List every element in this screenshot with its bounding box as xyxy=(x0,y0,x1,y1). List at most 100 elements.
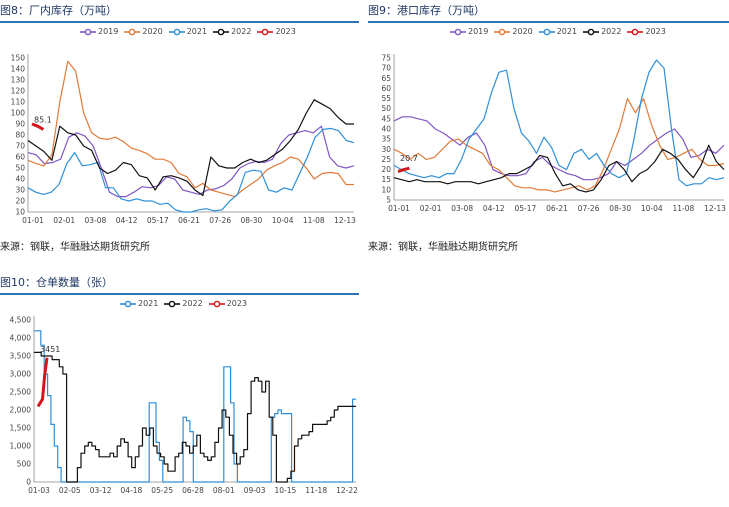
figure-10-chart: 0 500 1,000 1,500 2,000 2,500 3,000 3,500 4,000 4… xyxy=(10,316,359,496)
y-tick-label: 35 xyxy=(381,135,391,144)
series-line-2020 xyxy=(27,60,354,198)
y-tick-label: 20 xyxy=(15,197,25,206)
y-tick-label: 130 xyxy=(11,76,26,85)
figure-8-panel: 图8：厂内库存（万吨） 2019 2020 2021 2022 2023 10 20 30 4… xyxy=(0,0,359,255)
figure-9-title: 图9：港口库存（万吨） xyxy=(368,4,485,17)
figure-9-source: 来源：钢联，华融融达期货研究所 xyxy=(368,242,518,253)
y-tick-label: 60 xyxy=(381,84,391,93)
legend-swatch-2020 xyxy=(124,28,141,35)
series-line-2021 xyxy=(34,330,356,483)
x-tick-label: 12-13 xyxy=(704,204,726,213)
y-tick-label: 500 xyxy=(17,460,32,469)
x-tick-label: 10-15 xyxy=(275,486,297,495)
y-tick-label: 70 xyxy=(15,142,25,151)
series-line-2021 xyxy=(27,127,355,213)
y-tick-label: 15 xyxy=(381,175,391,184)
legend-swatch-2023 xyxy=(257,28,274,35)
legend-item-2021: 2021 xyxy=(168,27,208,36)
y-tick-label: 60 xyxy=(15,153,25,162)
series-line-2022 xyxy=(34,351,356,483)
y-tick-label: 70 xyxy=(381,64,391,73)
x-tick-label: 06-21 xyxy=(546,204,568,213)
legend-label-2020: 2020 xyxy=(512,27,533,36)
legend-label-2021: 2021 xyxy=(186,27,208,36)
legend-label-2021: 2021 xyxy=(138,299,159,308)
y-tick-label: 4,000 xyxy=(10,334,32,343)
x-tick-label: 11-18 xyxy=(305,486,327,495)
series-line-2023 xyxy=(31,122,45,131)
y-tick-label: 90 xyxy=(15,120,25,129)
y-tick-label: 1,500 xyxy=(10,424,32,433)
legend-swatch-2023 xyxy=(627,28,644,35)
legend-item-2023: 2023 xyxy=(208,299,248,308)
legend-swatch-2022 xyxy=(583,28,600,35)
figure-10-title-rule xyxy=(0,293,359,295)
figure-8-source: 来源：钢联，华融融达期货研究所 xyxy=(0,242,150,253)
x-tick-label: 04-12 xyxy=(116,216,138,225)
figure-9-title-rule xyxy=(368,21,729,23)
legend-item-2020: 2020 xyxy=(124,27,163,36)
legend-label-2023: 2023 xyxy=(226,299,248,308)
figure-9-legend: 2019 2020 2021 2022 2023 xyxy=(450,27,666,36)
x-tick-label: 09-03 xyxy=(244,486,266,495)
x-tick-label: 03-08 xyxy=(85,216,107,225)
x-tick-label: 06-21 xyxy=(178,216,200,225)
y-tick-label: 3,500 xyxy=(10,352,32,361)
figure-8-title: 图8：厂内库存（万吨） xyxy=(0,4,117,17)
series-line-2019 xyxy=(393,116,725,181)
legend-swatch-2019 xyxy=(80,28,96,35)
x-tick-label: 08-30 xyxy=(241,216,263,225)
legend-label-2023: 2023 xyxy=(275,27,296,36)
y-tick-label: 65 xyxy=(381,74,391,83)
y-tick-label: 2,000 xyxy=(10,406,32,415)
legend-swatch-2019 xyxy=(450,28,466,35)
legend-item-2020: 2020 xyxy=(494,27,533,36)
y-tick-label: 140 xyxy=(11,65,26,74)
legend-label-2019: 2019 xyxy=(468,27,489,36)
legend-swatch-2021 xyxy=(538,28,555,35)
figure-8-chart: 10 20 30 40 50 60 70 80 90 100 110 120 130 140 150 01-0… xyxy=(11,54,356,226)
y-tick-label: 150 xyxy=(11,54,26,63)
legend-label-2022: 2022 xyxy=(182,299,203,308)
series-line-2023 xyxy=(397,166,410,174)
x-tick-label: 12-22 xyxy=(336,486,358,495)
legend-label-2020: 2020 xyxy=(142,27,163,36)
legend-label-2022: 2022 xyxy=(231,27,252,36)
legend-swatch-2020 xyxy=(494,28,511,35)
series-line-2021 xyxy=(393,59,725,187)
figure-10-legend: 2021 2022 2023 xyxy=(120,299,247,308)
y-tick-label: 120 xyxy=(11,87,26,96)
x-tick-label: 10-04 xyxy=(641,204,663,213)
y-tick-label: 110 xyxy=(11,98,26,107)
y-tick-label: 1,000 xyxy=(10,442,32,451)
y-tick-label: 50 xyxy=(381,104,391,113)
y-tick-label: 10 xyxy=(15,208,25,217)
legend-item-2019: 2019 xyxy=(80,27,118,36)
series-line-2019 xyxy=(27,125,355,198)
legend-label-2021: 2021 xyxy=(556,27,578,36)
y-tick-label: 80 xyxy=(15,131,25,140)
x-tick-label: 01-01 xyxy=(22,216,44,225)
legend-label-2022: 2022 xyxy=(601,27,622,36)
x-tick-label: 05-25 xyxy=(151,486,173,495)
y-tick-label: 40 xyxy=(381,125,391,134)
x-tick-label: 04-12 xyxy=(483,204,505,213)
y-tick-label: 40 xyxy=(15,175,25,184)
annotation-label: 20.7 xyxy=(400,154,418,163)
figure-10-panel: 图10：仓单数量（张） 2021 2022 2023 0 500 1,000 1,500 2… xyxy=(0,272,359,507)
y-tick-label: 25 xyxy=(381,155,391,164)
y-tick-label: 5 xyxy=(386,196,391,205)
legend-item-2022: 2022 xyxy=(164,299,203,308)
x-tick-label: 04-18 xyxy=(121,486,143,495)
x-tick-label: 02-01 xyxy=(53,216,75,225)
legend-item-2022: 2022 xyxy=(213,27,251,36)
x-tick-label: 06-28 xyxy=(182,486,204,495)
x-tick-label: 02-05 xyxy=(59,486,81,495)
legend-swatch-2022 xyxy=(164,300,181,307)
figure-10-title: 图10：仓单数量（张） xyxy=(0,276,113,289)
x-tick-label: 05-17 xyxy=(515,204,537,213)
y-tick-label: 75 xyxy=(381,54,391,63)
legend-label-2019: 2019 xyxy=(98,27,119,36)
x-tick-label: 05-17 xyxy=(147,216,169,225)
